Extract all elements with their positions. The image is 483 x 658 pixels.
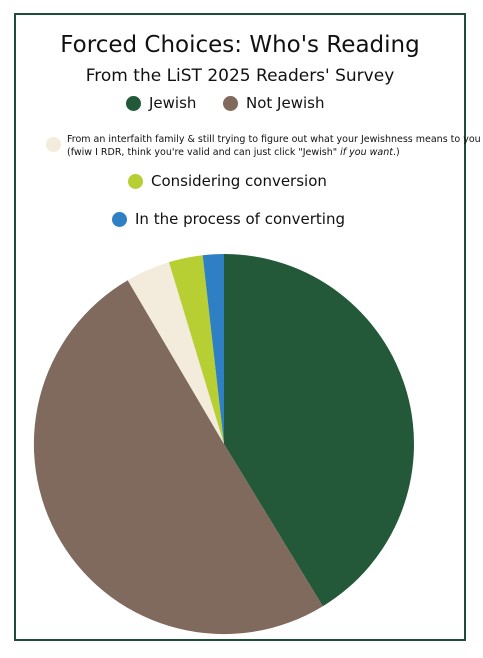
- interfaith-note-prefix: (fwiw I RDR, think you're valid and can …: [67, 147, 341, 158]
- interfaith-note-emphasis: if you want: [340, 147, 393, 158]
- legend-label-in-process: In the process of converting: [135, 210, 345, 228]
- legend-label-not-jewish: Not Jewish: [246, 94, 325, 112]
- legend-swatch-considering-conversion: [128, 173, 143, 189]
- chart-title: Forced Choices: Who's Reading: [60, 32, 420, 58]
- legend-label-interfaith-line1: From an interfaith family & still trying…: [67, 134, 481, 145]
- legend-label-interfaith: From an interfaith family & still trying…: [67, 133, 481, 159]
- legend-label-jewish: Jewish: [149, 94, 197, 112]
- legend-item-not-jewish: Not Jewish: [223, 94, 324, 112]
- legend-item-jewish: Jewish: [126, 94, 196, 112]
- chart-frame: Forced Choices: Who's Reading From the L…: [14, 13, 481, 641]
- legend-swatch-interfaith: [46, 137, 61, 152]
- legend-swatch-not-jewish: [223, 95, 238, 111]
- legend-item-in-process: In the process of converting: [112, 210, 345, 228]
- legend-item-interfaith: From an interfaith family & still trying…: [46, 133, 481, 159]
- chart-subtitle: From the LiST 2025 Readers' Survey: [85, 66, 395, 86]
- legend-item-considering-conversion: Considering conversion: [128, 172, 327, 190]
- pie-slice-jewish: [224, 254, 414, 607]
- pie-slice-interfaith: [127, 262, 224, 444]
- interfaith-note-suffix: .): [392, 147, 400, 158]
- pie-slice-in-process: [202, 254, 224, 444]
- pie-slice-not-jewish: [33, 280, 323, 635]
- legend-swatch-in-process: [112, 211, 127, 227]
- pie-slice-considering-conversion: [168, 255, 224, 444]
- legend-swatch-jewish: [126, 95, 141, 111]
- legend-label-considering-conversion: Considering conversion: [151, 172, 327, 190]
- legend-label-interfaith-line2: (fwiw I RDR, think you're valid and can …: [67, 146, 481, 159]
